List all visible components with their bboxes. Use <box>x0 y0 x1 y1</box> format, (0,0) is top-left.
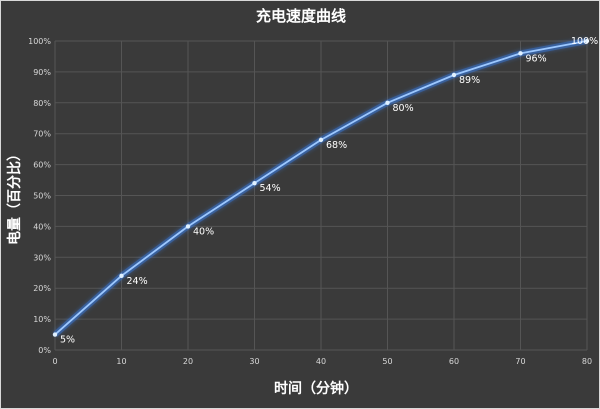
data-point <box>185 224 191 229</box>
data-label: 89% <box>459 75 480 86</box>
x-tick-label: 0 <box>52 357 57 366</box>
y-axis-title: 电量（百分比） <box>6 147 23 245</box>
data-point <box>451 72 457 78</box>
x-axis-title: 时间（分钟） <box>274 380 358 397</box>
x-tick-label: 80 <box>582 357 592 366</box>
data-label: 5% <box>60 335 75 346</box>
data-point <box>385 100 390 106</box>
x-tick-label: 50 <box>382 357 392 366</box>
y-tick-label: 0% <box>38 346 51 355</box>
data-point <box>52 332 58 337</box>
data-point <box>119 273 124 279</box>
data-label: 54% <box>260 183 281 194</box>
y-tick-label: 30% <box>33 253 51 262</box>
x-tick-label: 10 <box>116 357 126 366</box>
data-label: 80% <box>393 103 414 114</box>
x-tick-label: 40 <box>316 357 326 366</box>
y-tick-label: 60% <box>33 161 51 170</box>
chart-title: 充电速度曲线 <box>256 7 346 25</box>
y-tick-label: 10% <box>33 315 51 324</box>
y-tick-label: 100% <box>28 37 51 46</box>
grid <box>54 40 588 351</box>
data-point <box>584 38 590 44</box>
series <box>52 38 590 337</box>
x-tick-label: 70 <box>515 357 525 366</box>
y-tick-label: 50% <box>33 192 51 201</box>
data-label: 68% <box>326 140 347 151</box>
y-tick-label: 80% <box>33 99 51 108</box>
y-tick-label: 40% <box>33 222 51 231</box>
y-axis-ticks: 0% 10% 20% 30% 40% 50% 60% 70% 80% 90% 100% <box>28 37 51 355</box>
x-tick-label: 30 <box>249 357 259 366</box>
y-tick-label: 90% <box>33 68 51 77</box>
data-label: 100% <box>571 36 598 47</box>
data-label: 96% <box>526 53 547 64</box>
data-point <box>518 51 523 56</box>
data-point <box>252 180 257 186</box>
x-axis-ticks: 0 10 20 30 40 50 60 70 80 <box>52 357 592 366</box>
x-tick-label: 60 <box>449 357 459 366</box>
y-tick-label: 20% <box>33 284 51 293</box>
data-labels: 5% 24% 40% 54% 68% 80% 89% 96% 100% <box>60 36 598 346</box>
x-tick-label: 20 <box>183 357 193 366</box>
data-label: 24% <box>127 276 148 287</box>
data-label: 40% <box>193 226 214 237</box>
y-tick-label: 70% <box>33 130 51 139</box>
data-point <box>318 137 324 143</box>
